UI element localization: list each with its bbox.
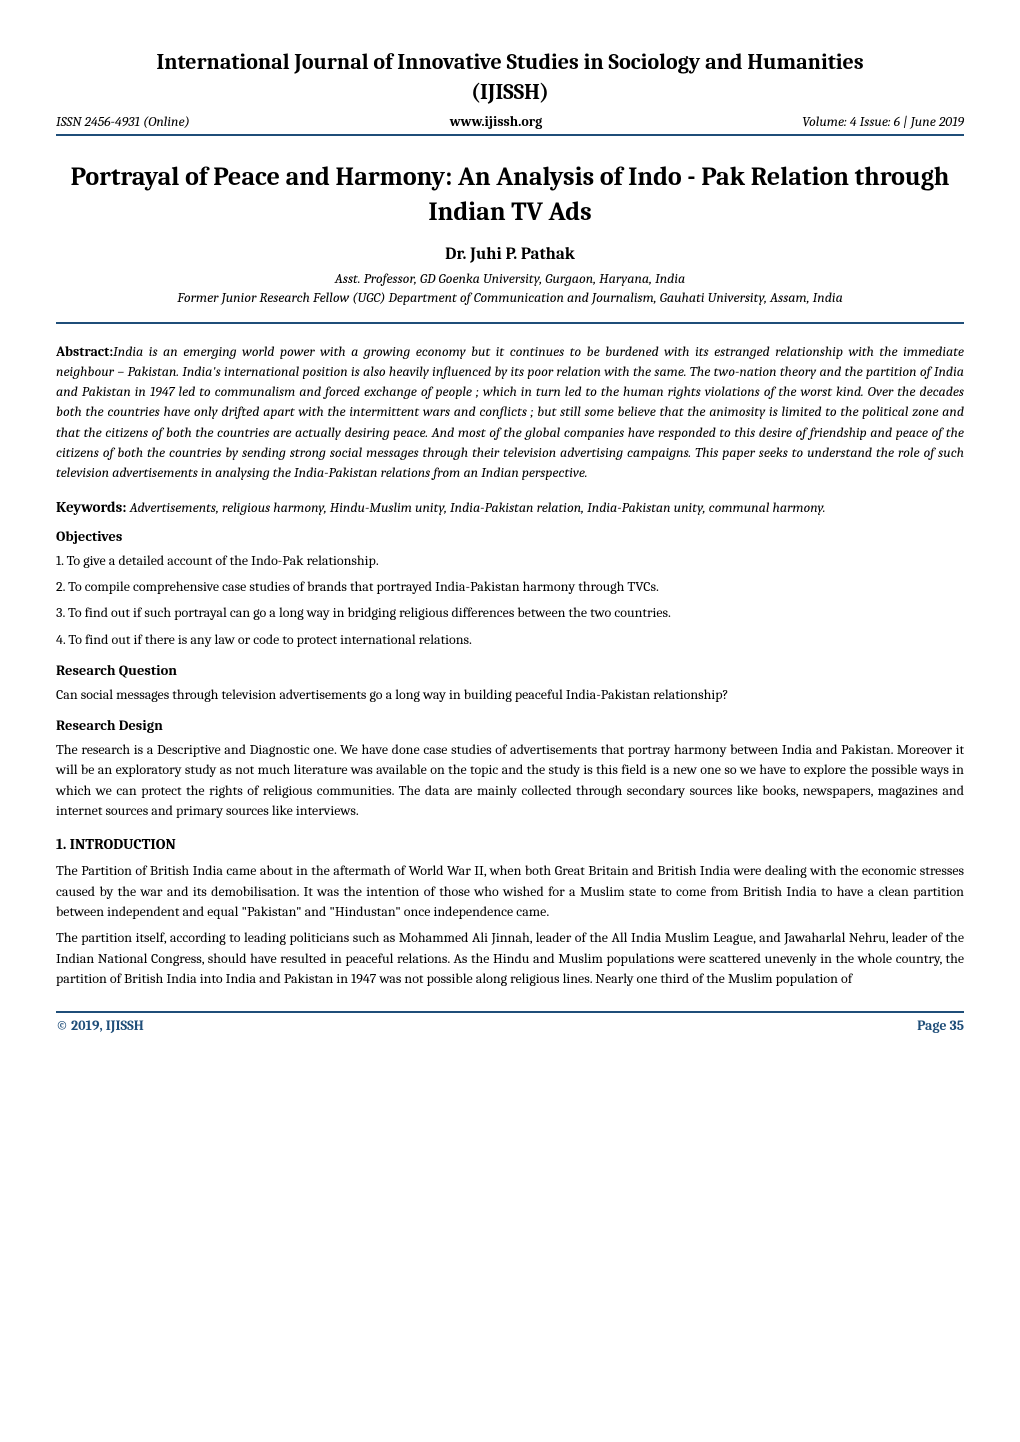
research-design-heading: Research Design (56, 717, 964, 734)
author-name: Dr. Juhi P. Pathak (56, 245, 964, 264)
top-rule (56, 134, 964, 136)
abstract-label: Abstract: (56, 343, 113, 360)
footer-rule (56, 1011, 964, 1013)
masthead: International Journal of Innovative Stud… (56, 48, 964, 107)
article-title: Portrayal of Peace and Harmony: An Analy… (56, 160, 964, 230)
objective-item-2: 2. To compile comprehensive case studies… (56, 577, 964, 597)
page-container: International Journal of Innovative Stud… (0, 0, 1020, 1064)
issn-text: ISSN 2456-4931 (Online) (56, 113, 190, 130)
journal-title-line1: International Journal of Innovative Stud… (56, 48, 964, 78)
introduction-heading: 1. INTRODUCTION (56, 835, 964, 853)
volume-issue-text: Volume: 4 Issue: 6 | June 2019 (802, 113, 964, 130)
author-rule (56, 322, 964, 324)
abstract-block: Abstract:India is an emerging world powe… (56, 342, 964, 484)
journal-title-line2: (IJISSH) (56, 78, 964, 108)
objective-item-3: 3. To find out if such portrayal can go … (56, 603, 964, 623)
objective-item-4: 4. To find out if there is any law or co… (56, 630, 964, 650)
affiliation-2: Former Junior Research Fellow (UGC) Depa… (56, 289, 964, 306)
introduction-p1: The Partition of British India came abou… (56, 861, 964, 922)
footer-copyright: © 2019, IJISSH (56, 1017, 144, 1034)
abstract-text: India is an emerging world power with a … (56, 343, 964, 482)
research-design-text: The research is a Descriptive and Diagno… (56, 740, 964, 821)
website-text: www.ijissh.org (450, 113, 542, 130)
keywords-block: Keywords: Advertisements, religious harm… (56, 498, 964, 516)
affiliation-1: Asst. Professor, GD Goenka University, G… (56, 270, 964, 287)
objectives-heading: Objectives (56, 528, 964, 545)
keywords-text: Advertisements, religious harmony, Hindu… (126, 499, 825, 516)
research-question-heading: Research Question (56, 662, 964, 679)
objective-item-1: 1. To give a detailed account of the Ind… (56, 551, 964, 571)
footer-page-number: Page 35 (917, 1017, 964, 1034)
research-question-text: Can social messages through television a… (56, 685, 964, 705)
footer-row: © 2019, IJISSH Page 35 (56, 1017, 964, 1034)
introduction-p2: The partition itself, according to leadi… (56, 928, 964, 989)
keywords-label: Keywords: (56, 498, 126, 516)
meta-row: ISSN 2456-4931 (Online) www.ijissh.org V… (56, 113, 964, 130)
